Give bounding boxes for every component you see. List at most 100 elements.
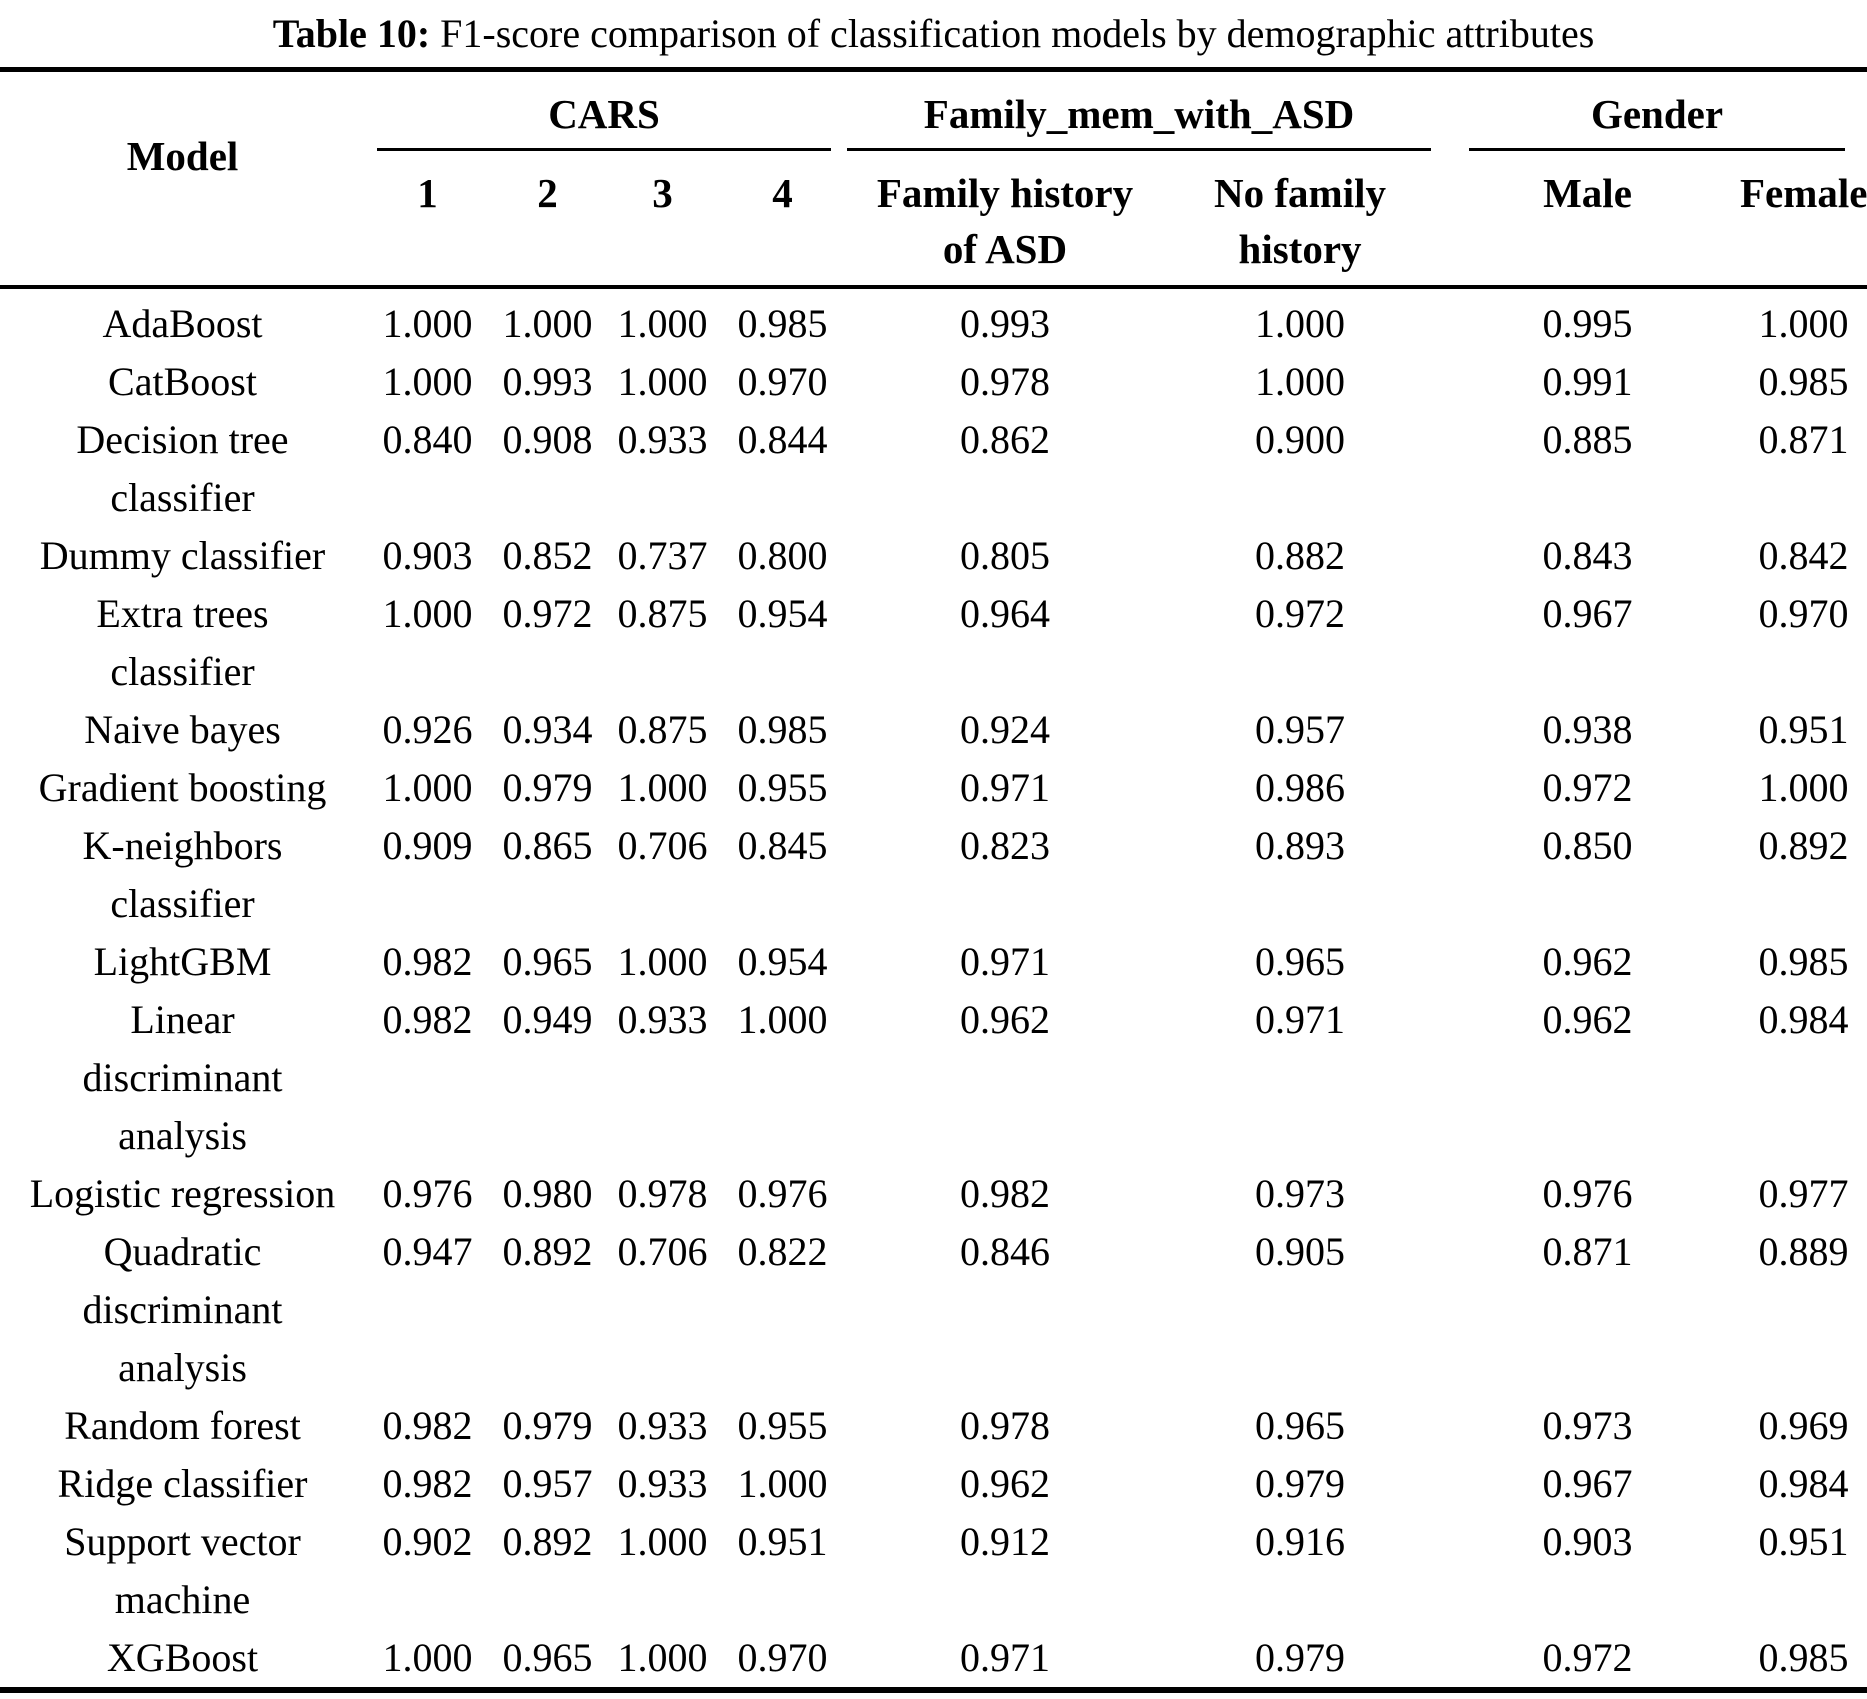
f1-score-cell: 0.875 [617,591,708,636]
column-header-cars-3: 3 [652,170,673,216]
table-row: Random forest 0.982 0.979 0.933 0.955 0.978 0.… [0,1397,1867,1455]
column-group-gender: Gender [1435,70,1867,151]
f1-score-cell: 0.903 [382,533,473,578]
f1-score-cell: 0.909 [382,823,473,868]
f1-score-cell: 0.924 [960,707,1051,752]
f1-score-cell: 0.933 [617,1403,708,1448]
f1-score-cell: 0.993 [845,285,1166,353]
model-name-cell: Ridge classifier [57,1461,308,1506]
table-row: Decision tree classifier 0.840 0.908 0.933 0… [0,411,1867,527]
f1-score-cell: 0.865 [502,823,593,868]
f1-score-cell: 0.978 [617,1171,708,1216]
f1-score-cell: 0.982 [382,939,473,984]
f1-score-cell: 0.972 [1542,1635,1633,1680]
f1-score-cell: 0.962 [1542,939,1633,984]
f1-score-cell: 0.822 [737,1229,828,1274]
f1-score-cell: 1.000 [1255,359,1346,404]
f1-score-cell: 0.978 [960,1403,1051,1448]
f1-score-cell: 1.000 [490,285,605,353]
f1-score-cell: 0.934 [502,707,593,752]
f1-score-cell: 0.971 [960,765,1051,810]
f1-score-cell: 0.893 [1255,823,1346,868]
f1-score-cell: 0.971 [1255,997,1346,1042]
f1-score-cell: 1.000 [382,591,473,636]
f1-score-cell: 0.885 [1542,417,1633,462]
header-group-row: Model CARS Family_mem_with_ASD Gender [0,70,1867,179]
table-row: Logistic regression 0.976 0.980 0.978 0.976 0… [0,1165,1867,1223]
f1-score-cell: 1.000 [382,359,473,404]
f1-score-cell: 0.951 [737,1519,828,1564]
f1-score-cell: 0.969 [1758,1403,1849,1448]
f1-score-cell: 0.972 [1542,765,1633,810]
table-row: Linear discriminant analysis 0.982 0.949 0.… [0,991,1867,1165]
column-header-model: Model [126,132,239,179]
f1-score-cell: 0.903 [1542,1519,1633,1564]
f1-score-cell: 0.933 [617,997,708,1042]
column-header-cars-2: 2 [537,170,558,216]
f1-score-cell: 0.985 [720,285,846,353]
header-sub-row: 1 2 3 4 Family history of ASD No family … [0,151,1867,287]
f1-score-cell: 0.902 [382,1519,473,1564]
column-group-family-label: Family_mem_with_ASD [847,88,1432,151]
column-header-no-family-history: No family history [1214,170,1386,272]
f1-score-cell: 0.852 [502,533,593,578]
f1-score-cell: 0.871 [1542,1229,1633,1274]
f1-score-cell: 0.979 [502,1403,593,1448]
column-header-cars-1: 1 [417,170,438,216]
f1-score-cell: 0.967 [1542,1461,1633,1506]
table-row: AdaBoost 1.000 1.000 1.000 0.985 0.993 1.000 0.… [0,285,1867,353]
column-group-gender-label: Gender [1469,88,1846,151]
f1-score-cell: 0.982 [382,1403,473,1448]
f1-score-cell: 0.986 [1255,765,1346,810]
f1-score-cell: 0.980 [502,1171,593,1216]
f1-score-cell: 0.962 [960,997,1051,1042]
f1-score-cell: 0.823 [960,823,1051,868]
f1-score-cell: 0.976 [1542,1171,1633,1216]
column-header-cars-4: 4 [772,170,793,216]
f1-score-cell: 0.979 [502,765,593,810]
f1-score-cell: 0.933 [617,1461,708,1506]
table-row: LightGBM 0.982 0.965 1.000 0.954 0.971 0.965 0.… [0,933,1867,991]
f1-score-cell: 0.979 [1255,1635,1346,1680]
column-header-family-history-of-asd: Family history of ASD [876,170,1134,272]
f1-score-cell: 0.982 [382,997,473,1042]
f1-score-cell: 0.845 [737,823,828,868]
table-row: Support vector machine 0.902 0.892 1.000 0.9… [0,1513,1867,1629]
f1-score-cell: 0.984 [1758,997,1849,1042]
f1-score-cell: 0.947 [382,1229,473,1274]
f1-score-cell: 0.982 [382,1461,473,1506]
table-row: Dummy classifier 0.903 0.852 0.737 0.800 0.80… [0,527,1867,585]
f1-score-cell: 0.862 [960,417,1051,462]
model-name-cell: AdaBoost [0,285,365,353]
model-name-cell: Linear discriminant analysis [82,997,283,1158]
f1-score-cell: 0.842 [1758,533,1849,578]
column-header-female: Female [1740,170,1867,216]
f1-score-cell: 0.892 [502,1519,593,1564]
column-header-male: Male [1543,170,1632,216]
model-name-cell: Decision tree classifier [76,417,289,520]
f1-score-cell: 0.995 [1435,285,1741,353]
model-name-cell: LightGBM [93,939,272,984]
f1-score-cell: 0.964 [960,591,1051,636]
table-row: Ridge classifier 0.982 0.957 0.933 1.000 0.96… [0,1455,1867,1513]
f1-score-cell: 1.000 [617,1519,708,1564]
f1-score-cell: 0.905 [1255,1229,1346,1274]
f1-score-cell: 0.972 [502,591,593,636]
f1-score-cell: 0.991 [1542,359,1633,404]
table-caption-number: Table 10: [272,11,431,56]
f1-score-cell: 1.000 [382,1635,473,1680]
f1-score-cell: 0.957 [1255,707,1346,752]
f1-score-cell: 0.951 [1758,1519,1849,1564]
f1-score-cell: 0.840 [382,417,473,462]
f1-score-cell: 0.973 [1542,1403,1633,1448]
f1-score-cell: 0.706 [617,1229,708,1274]
f1-score-cell: 1.000 [617,359,708,404]
model-name-cell: Logistic regression [29,1171,336,1216]
f1-score-cell: 0.972 [1255,591,1346,636]
f1-score-cell: 0.971 [960,1635,1051,1680]
f1-score-cell: 0.976 [382,1171,473,1216]
model-name-cell: Support vector machine [64,1519,301,1622]
f1-score-cell: 0.993 [502,359,593,404]
f1-score-cell: 0.916 [1255,1519,1346,1564]
f1-score-cell: 0.892 [502,1229,593,1274]
